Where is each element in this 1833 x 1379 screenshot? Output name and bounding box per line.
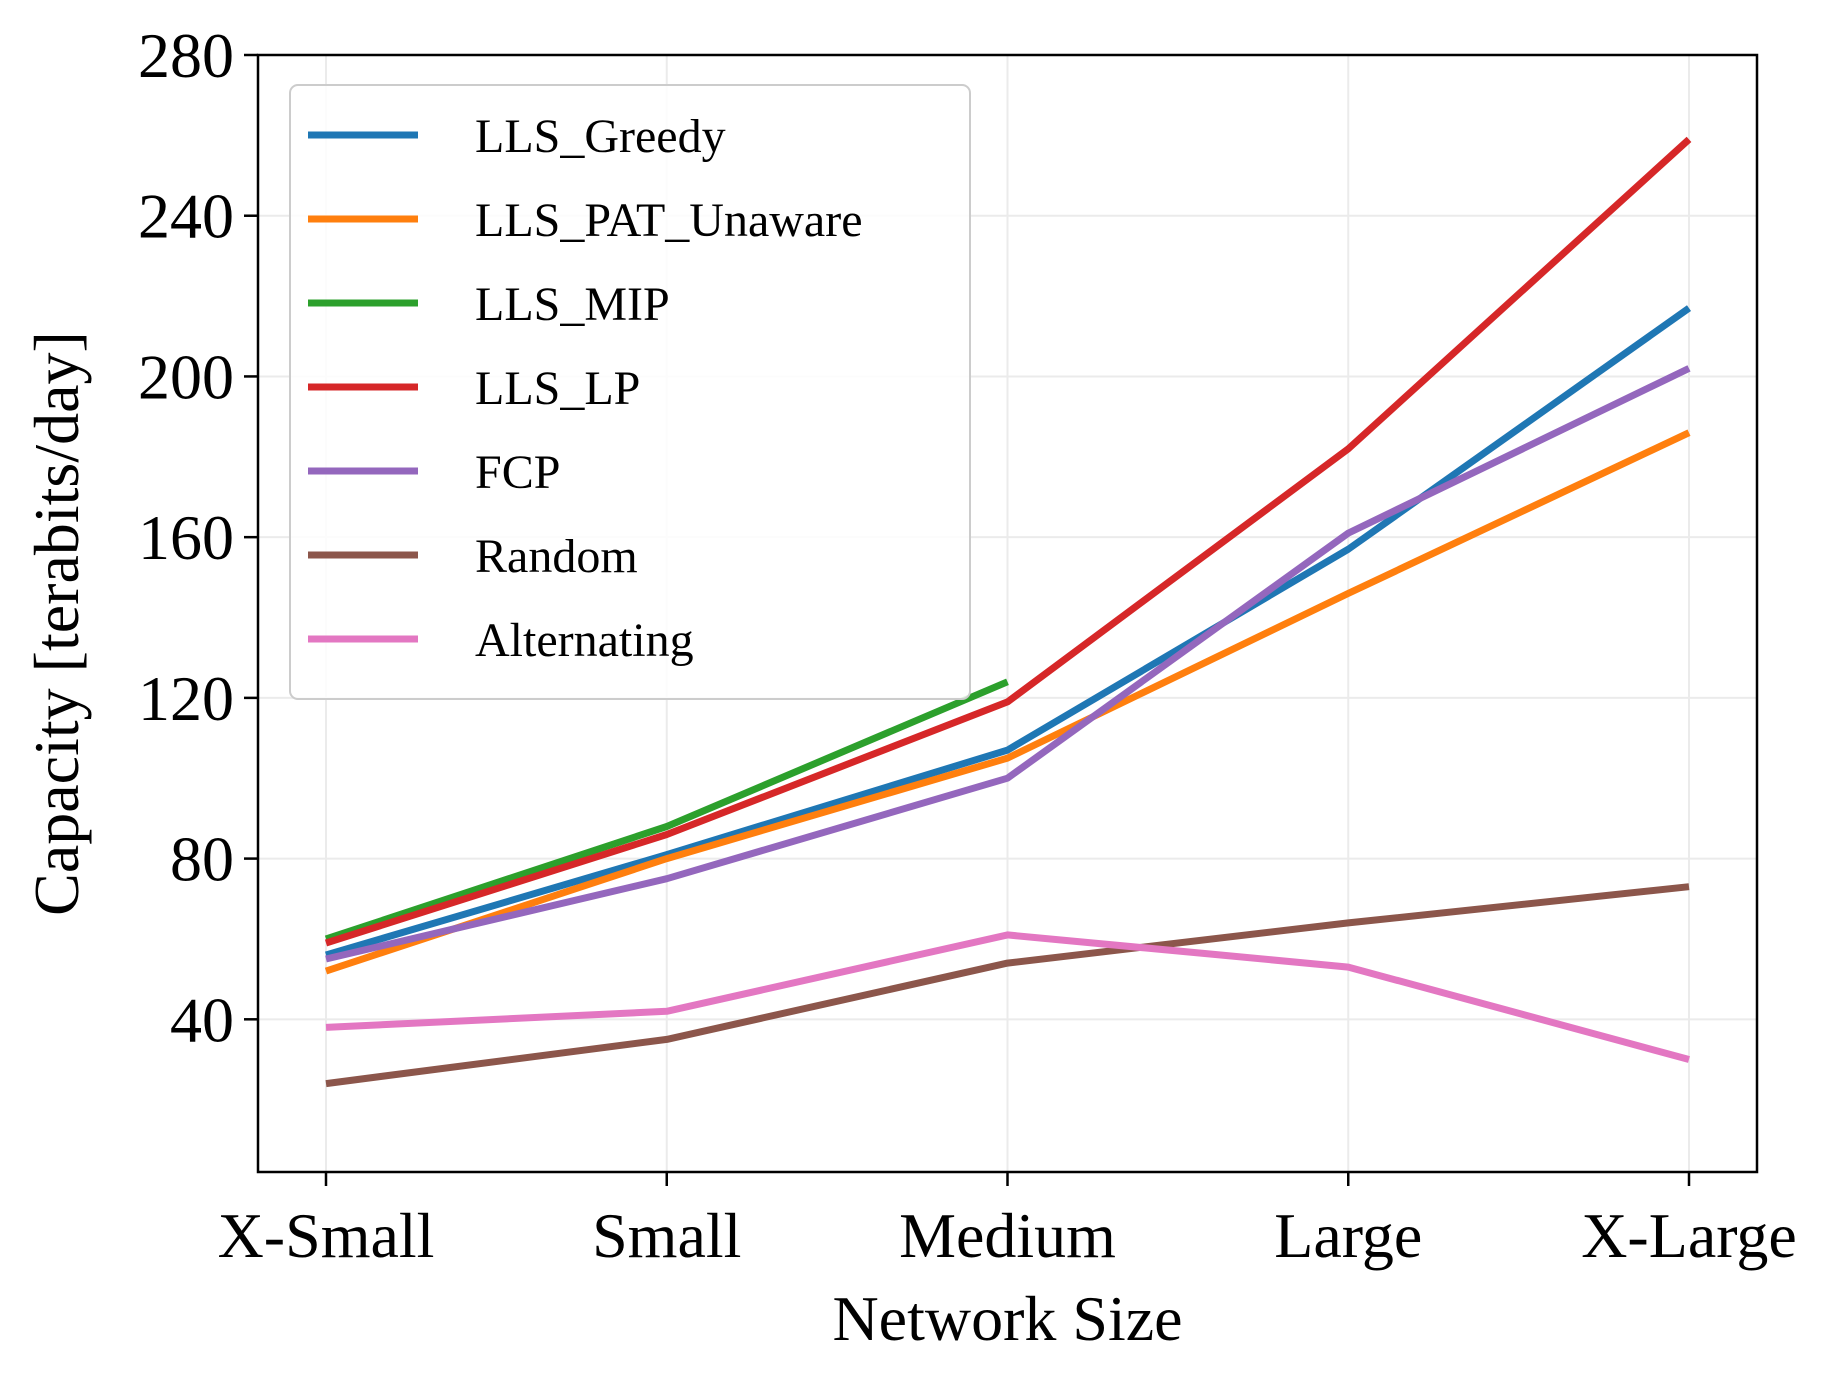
legend-box [289, 84, 971, 700]
series-line-lls-lp [324, 136, 1692, 947]
legend-label-lls-mip: LLS_MIP [475, 278, 670, 331]
y-tick-label: 240 [138, 181, 234, 252]
legend-label-lls-greedy: LLS_Greedy [475, 110, 726, 163]
legend-label-lls-pat-unaware: LLS_PAT_Unaware [475, 194, 863, 247]
series-line-lls-mip [324, 678, 1009, 943]
x-tick-label: X-Small [218, 1200, 435, 1271]
x-tick-label: Small [592, 1200, 741, 1271]
legend-label-fcp: FCP [475, 446, 560, 499]
legend-label-lls-lp: LLS_LP [475, 362, 640, 415]
series-lines [324, 136, 1692, 1088]
x-axis-title: Network Size [832, 1283, 1182, 1354]
series-line-random [325, 883, 1690, 1088]
y-tick-label: 120 [138, 663, 234, 734]
legend-label-random: Random [475, 530, 638, 583]
y-tick-label: 40 [170, 984, 234, 1055]
x-tick-label: Large [1274, 1200, 1422, 1271]
x-tick-label: Medium [899, 1200, 1116, 1271]
series-line-lls-pat-unaware [324, 429, 1691, 975]
series-line-lls-greedy [325, 305, 1692, 959]
series-line-alternating [325, 931, 1690, 1063]
y-tick-label: 160 [138, 502, 234, 573]
legend: LLS_Greedy LLS_PAT_Unaware LLS_MIP LLS_LP FC… [289, 84, 971, 700]
y-tick-label: 200 [138, 341, 234, 412]
y-tick-label: 80 [170, 824, 234, 895]
axis-ticks: X-Small Small Medium Large X-Large 40 80 120 160… [138, 20, 1797, 1271]
x-tick-label: X-Large [1581, 1200, 1797, 1271]
series-line-fcp [325, 365, 1691, 963]
y-axis-title: Capacity [terabits/day] [21, 331, 92, 916]
legend-label-alternating: Alternating [475, 614, 694, 667]
y-tick-label: 280 [138, 20, 234, 91]
